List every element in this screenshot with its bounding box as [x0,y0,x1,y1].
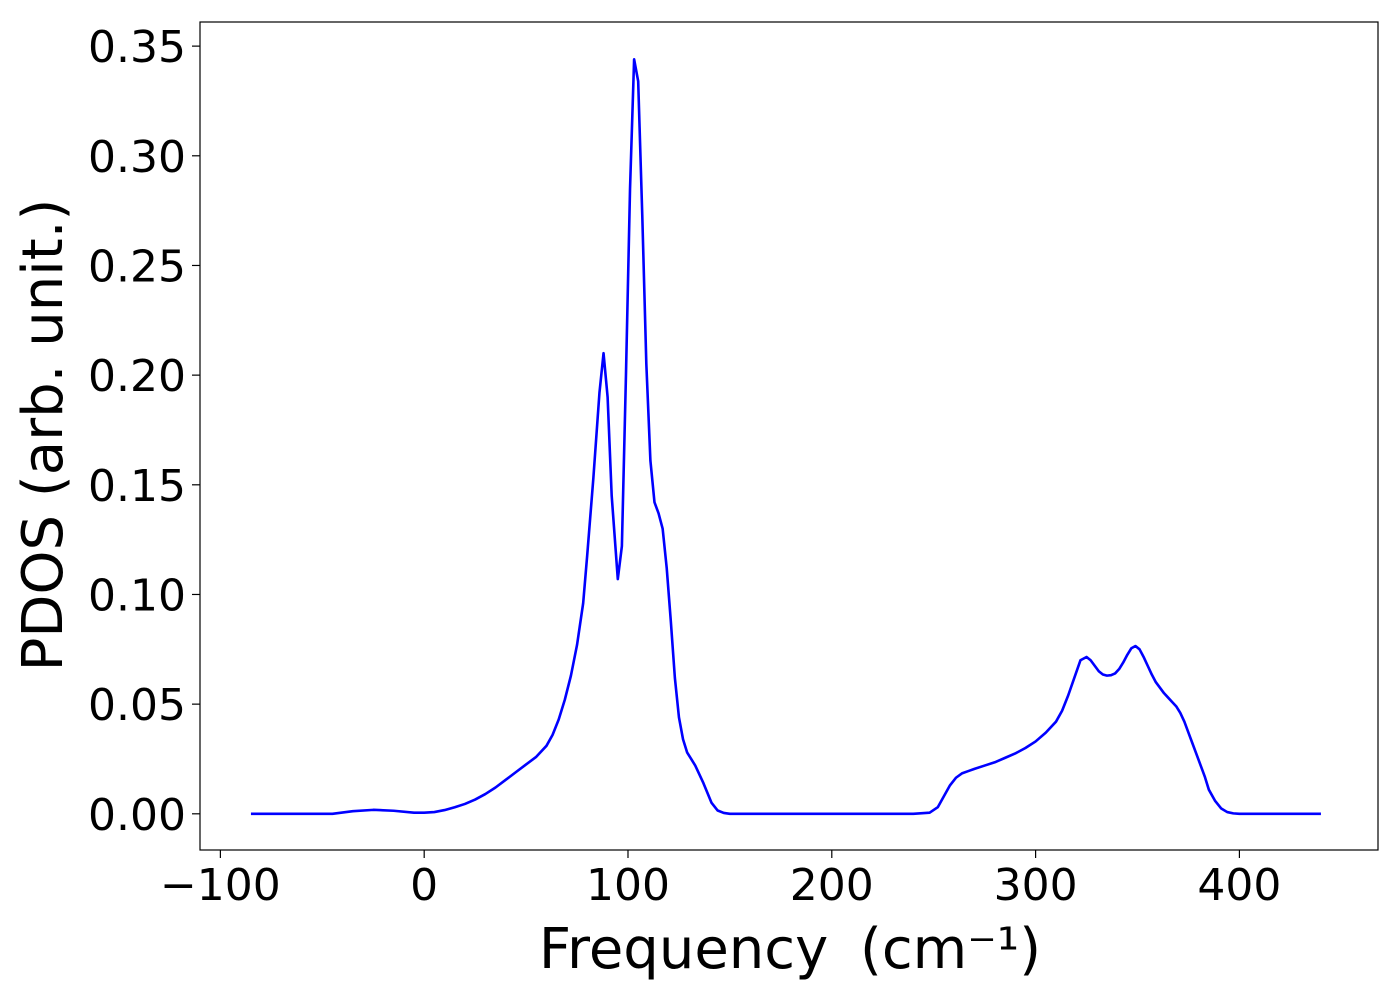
x-axis-label: Frequency (cm⁻¹) [539,917,1041,982]
x-tick-label: 300 [994,860,1078,911]
plot-area [199,21,1379,851]
x-tick-label: 200 [790,860,874,911]
y-tick-label: 0.00 [88,790,186,841]
y-axis-label: PDOS (arb. unit.) [11,199,76,672]
y-tick-label: 0.35 [88,22,186,73]
x-tick-label: 0 [410,860,438,911]
y-tick-label: 0.15 [88,461,186,512]
x-tick-label: 100 [586,860,670,911]
y-tick-label: 0.05 [88,680,186,731]
x-tick-label: 400 [1197,860,1281,911]
y-tick-label: 0.10 [88,570,186,621]
y-tick-label: 0.25 [88,241,186,292]
y-tick-label: 0.30 [88,132,186,183]
y-tick-label: 0.20 [88,351,186,402]
pdos-series-line [250,57,1321,816]
x-axis-unit: (cm⁻¹) [860,917,1041,982]
x-tick-label: −100 [160,860,281,911]
x-axis-ticks: −100 0 100 200 300 400 [160,850,1281,911]
plot-frame [199,21,1379,851]
y-axis-ticks: 0.00 0.05 0.10 0.15 0.20 0.25 0.30 0.35 [88,22,200,841]
